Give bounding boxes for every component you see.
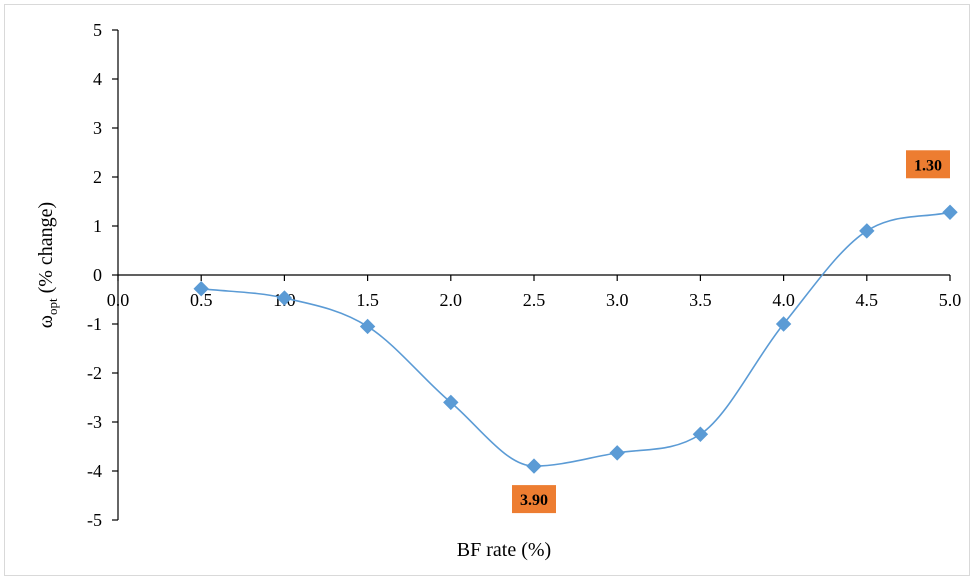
y-axis-title: ωopt (% change) bbox=[35, 202, 60, 328]
series-line bbox=[201, 211, 951, 467]
x-tick-label: 0.5 bbox=[190, 290, 213, 310]
y-axis-title-symbol: ω bbox=[35, 315, 57, 328]
data-label-box bbox=[512, 485, 556, 514]
x-tick-label: 0.0 bbox=[107, 290, 130, 310]
annotations: 3.90 1.30 bbox=[512, 150, 950, 514]
x-tick-label: 3.0 bbox=[606, 290, 629, 310]
y-axis-title-rest: (% change) bbox=[35, 202, 57, 299]
data-label-text: 3.90 bbox=[520, 492, 548, 509]
y-tick-label: 2 bbox=[93, 167, 102, 187]
data-label: 3.90 bbox=[512, 485, 556, 514]
x-tick-label: 2.0 bbox=[440, 290, 463, 310]
y-tick-label: -2 bbox=[87, 363, 102, 383]
y-tick-label: 1 bbox=[93, 216, 102, 236]
x-tick-label: 4.0 bbox=[772, 290, 795, 310]
y-tick-label: -3 bbox=[87, 412, 102, 432]
data-point bbox=[775, 316, 792, 332]
data-label-box bbox=[906, 150, 950, 179]
data-point bbox=[609, 445, 625, 461]
y-tick-label: 5 bbox=[93, 20, 102, 40]
data-label: 1.30 bbox=[906, 150, 950, 179]
data-point bbox=[526, 458, 542, 474]
data-point bbox=[859, 223, 875, 239]
series-markers bbox=[193, 204, 958, 474]
y-axis-ticks: 5 4 3 2 1 0 -1 -2 -3 -4 -5 bbox=[87, 20, 118, 530]
data-point bbox=[443, 394, 459, 411]
x-axis-title: BF rate (%) bbox=[457, 539, 551, 561]
x-tick-label: 2.5 bbox=[523, 290, 546, 310]
x-axis-ticks: 0.00.51.01.52.02.53.03.54.04.55.0 bbox=[107, 275, 962, 310]
y-tick-label: -5 bbox=[87, 510, 102, 530]
x-tick-label: 3.5 bbox=[689, 290, 712, 310]
x-tick-label: 5.0 bbox=[939, 290, 962, 310]
data-point bbox=[942, 204, 958, 220]
data-point bbox=[359, 318, 376, 335]
y-axis-title-subscript: opt bbox=[45, 298, 60, 315]
y-tick-label: -4 bbox=[87, 461, 102, 481]
x-tick-label: 1.5 bbox=[356, 290, 379, 310]
data-point bbox=[692, 426, 709, 442]
y-tick-label: -1 bbox=[87, 314, 102, 334]
y-tick-label: 0 bbox=[93, 265, 102, 285]
y-tick-label: 3 bbox=[93, 118, 102, 138]
chart-area bbox=[4, 4, 970, 576]
data-point bbox=[276, 290, 293, 306]
data-label-text: 1.30 bbox=[914, 157, 942, 174]
data-point bbox=[193, 281, 209, 297]
x-tick-label: 4.5 bbox=[856, 290, 879, 310]
y-tick-label: 4 bbox=[93, 69, 102, 89]
